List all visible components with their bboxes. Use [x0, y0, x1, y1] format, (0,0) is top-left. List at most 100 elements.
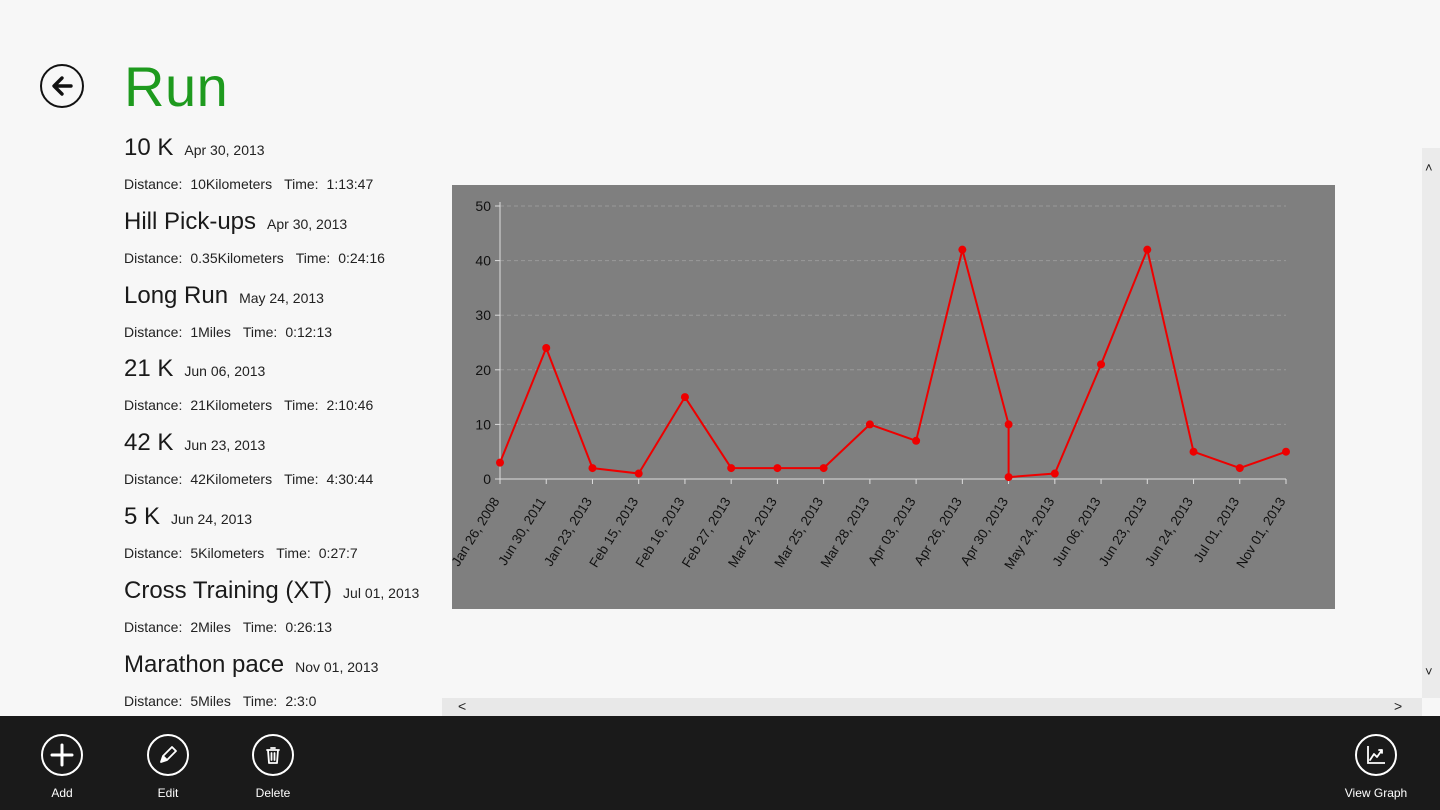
- distance-label: Distance:: [124, 544, 183, 561]
- list-item[interactable]: 21 K Jun 06, 2013 Distance: 21Kilometers Ti…: [124, 355, 434, 429]
- time-value: 1:13:47: [326, 176, 374, 192]
- x-tick-label: Feb 27, 2013: [679, 495, 734, 570]
- time-value: 2:3:0: [285, 692, 317, 709]
- delete-button[interactable]: Delete: [233, 734, 313, 800]
- scroll-up-icon[interactable]: ˄: [1425, 160, 1433, 175]
- data-point: [496, 458, 504, 467]
- data-point: [1004, 420, 1013, 429]
- run-date: Nov 01, 2013: [295, 658, 379, 675]
- scroll-right-icon[interactable]: >: [1394, 698, 1403, 714]
- distance-value: 1Miles: [190, 323, 231, 340]
- run-date: Apr 30, 2013: [184, 142, 265, 158]
- run-date: May 24, 2013: [239, 289, 324, 306]
- horizontal-scrollbar[interactable]: < >: [442, 698, 1422, 716]
- time-label: Time:: [284, 176, 319, 192]
- scroll-down-icon[interactable]: ˅: [1425, 664, 1433, 679]
- x-tick-label: Jul 01, 2013: [1191, 495, 1243, 565]
- run-name: Marathon pace: [124, 650, 285, 678]
- chart-icon: [1355, 734, 1397, 776]
- run-name: 42 K: [124, 429, 174, 457]
- list-item[interactable]: 5 K Jun 24, 2013 Distance: 5Kilometers Time…: [124, 503, 434, 577]
- time-label: Time:: [284, 397, 319, 414]
- data-point: [1143, 245, 1152, 254]
- distance-label: Distance:: [124, 692, 183, 709]
- distance-label: Distance:: [124, 323, 183, 340]
- time-value: 0:27:7: [318, 544, 358, 561]
- data-point: [680, 393, 689, 402]
- distance-value: 5Kilometers: [190, 544, 265, 561]
- y-tick-label: 20: [475, 362, 491, 378]
- x-tick-label: Jun 24, 2013: [1142, 495, 1196, 569]
- x-tick-label: Jun 23, 2013: [1096, 495, 1150, 569]
- data-point: [1189, 447, 1198, 456]
- edit-button[interactable]: Edit: [128, 734, 208, 800]
- run-name: 5 K: [124, 502, 161, 530]
- x-tick-label: Apr 26, 2013: [911, 495, 965, 569]
- pencil-icon: [147, 734, 189, 776]
- distance-label: Distance:: [124, 176, 183, 192]
- y-tick-label: 10: [475, 416, 491, 432]
- back-button[interactable]: [40, 64, 84, 108]
- time-value: 0:24:16: [338, 249, 385, 266]
- y-tick-label: 40: [475, 253, 491, 269]
- data-point: [1282, 447, 1290, 456]
- data-point: [1050, 469, 1059, 478]
- add-label: Add: [51, 786, 73, 800]
- time-label: Time:: [276, 544, 311, 561]
- y-tick-label: 30: [475, 307, 491, 323]
- data-point: [542, 343, 551, 352]
- series-line: [499, 248, 1287, 479]
- distance-label: Distance:: [124, 397, 183, 414]
- x-tick-label: Feb 16, 2013: [633, 495, 688, 570]
- x-tick-label: Feb 15, 2013: [586, 495, 641, 570]
- x-tick-label: Jun 30, 2011: [495, 495, 549, 568]
- list-item[interactable]: 42 K Jun 23, 2013 Distance: 42Kilometers Ti…: [124, 429, 434, 503]
- time-label: Time:: [295, 249, 331, 266]
- back-arrow-icon: [52, 76, 73, 96]
- list-item[interactable]: Marathon pace Nov 01, 2013 Distance: 5Mile…: [124, 651, 434, 725]
- data-point: [1235, 464, 1244, 473]
- data-point: [1004, 473, 1013, 482]
- page-title: Run: [124, 55, 229, 118]
- run-name: 10 K: [124, 134, 174, 161]
- data-point: [1097, 360, 1106, 369]
- time-label: Time:: [242, 692, 278, 709]
- run-name: Cross Training (XT): [124, 576, 333, 604]
- distance-value: 10Kilometers: [190, 176, 273, 192]
- data-point: [912, 436, 921, 445]
- x-tick-label: Mar 24, 2013: [725, 495, 780, 570]
- trash-icon: [252, 734, 294, 776]
- distance-value: 21Kilometers: [190, 397, 273, 414]
- time-value: 4:30:44: [326, 471, 374, 488]
- data-point: [819, 464, 828, 473]
- list-item[interactable]: Long Run May 24, 2013 Distance: 1Miles Time…: [124, 282, 434, 356]
- x-tick-label: Apr 30, 2013: [957, 495, 1011, 569]
- plus-icon: [41, 734, 83, 776]
- scroll-left-icon[interactable]: <: [458, 698, 467, 714]
- time-value: 2:10:46: [326, 397, 374, 414]
- distance-value: 5Miles: [190, 692, 231, 709]
- distance-value: 0.35Kilometers: [190, 249, 284, 266]
- distance-label: Distance:: [124, 618, 183, 635]
- time-value: 0:26:13: [285, 618, 333, 635]
- data-point: [958, 245, 967, 254]
- time-label: Time:: [242, 618, 278, 635]
- data-point: [865, 420, 874, 429]
- add-button[interactable]: Add: [22, 734, 102, 800]
- line-chart-panel: 0 10 20 30 40 50 Jan 26, 2008 Jun 30, 2011 Jan 2…: [448, 185, 1335, 609]
- list-item[interactable]: Cross Training (XT) Jul 01, 2013 Distance…: [124, 577, 434, 651]
- view-graph-button[interactable]: View Graph: [1336, 734, 1416, 800]
- list-item[interactable]: 10 K Apr 30, 2013 Distance: 10Kilometers Ti…: [124, 134, 434, 208]
- x-tick-label: Nov 01, 2013: [1233, 495, 1288, 571]
- distance-label: Distance:: [124, 249, 183, 266]
- data-point: [773, 464, 782, 473]
- list-item[interactable]: Hill Pick-ups Apr 30, 2013 Distance: 0.35K…: [124, 208, 434, 282]
- run-date: Jun 06, 2013: [184, 363, 266, 380]
- data-point: [634, 469, 643, 478]
- run-date: Jul 01, 2013: [343, 584, 420, 601]
- delete-label: Delete: [255, 786, 291, 800]
- vertical-scrollbar[interactable]: ˄ ˅: [1422, 148, 1440, 698]
- distance-label: Distance:: [124, 471, 183, 488]
- view-graph-label: View Graph: [1344, 786, 1408, 800]
- run-name: Long Run: [124, 281, 229, 309]
